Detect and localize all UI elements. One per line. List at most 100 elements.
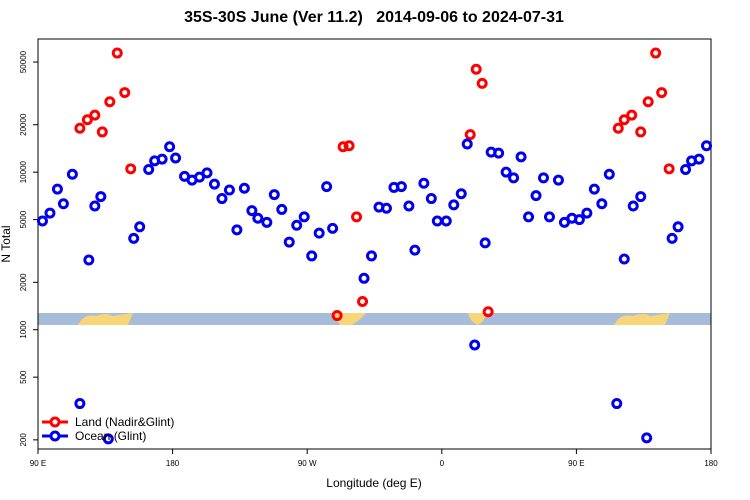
- point: [500, 166, 512, 178]
- point: [366, 250, 378, 262]
- point: [134, 221, 146, 233]
- point: [231, 224, 243, 236]
- point: [680, 163, 692, 175]
- point: [337, 141, 349, 153]
- point: [642, 96, 654, 108]
- point: [119, 87, 131, 99]
- point: [656, 87, 668, 99]
- point: [238, 182, 250, 194]
- y-tick-label: 10000: [19, 160, 28, 183]
- point: [51, 183, 63, 195]
- point: [666, 232, 678, 244]
- point: [261, 216, 273, 228]
- legend-marker: [49, 416, 61, 428]
- y-tick-label: 500: [19, 370, 28, 384]
- y-tick-label: 1000: [19, 320, 28, 338]
- point: [170, 152, 182, 164]
- y-tick-label: 5000: [19, 210, 28, 228]
- y-axis-label: N Total: [0, 225, 13, 262]
- point: [482, 306, 494, 318]
- point: [96, 126, 108, 138]
- point: [246, 205, 258, 217]
- point: [104, 96, 116, 108]
- point: [476, 77, 488, 89]
- point: [44, 207, 56, 219]
- point: [635, 126, 647, 138]
- point: [81, 114, 93, 126]
- point: [74, 122, 86, 134]
- point: [611, 398, 623, 410]
- point: [470, 63, 482, 75]
- point: [208, 178, 220, 190]
- point: [380, 202, 392, 214]
- point: [618, 114, 630, 126]
- y-tick-label: 20000: [19, 113, 28, 136]
- y-tick-label: 2000: [19, 273, 28, 291]
- y-tick-label: 50000: [19, 50, 28, 73]
- point: [102, 433, 114, 445]
- y-tick-label: 200: [19, 433, 28, 447]
- x-axis-label: Longitude (deg E): [326, 476, 421, 490]
- map-strip: [38, 313, 711, 325]
- point: [83, 254, 95, 266]
- point: [403, 200, 415, 212]
- point: [357, 296, 369, 308]
- point: [573, 214, 585, 226]
- point: [156, 153, 168, 165]
- point: [66, 168, 78, 180]
- point: [395, 181, 407, 193]
- point: [455, 188, 467, 200]
- point: [291, 219, 303, 231]
- legend-label: Ocean (Glint): [75, 429, 146, 443]
- chart-title: 35S-30S June (Ver 11.2) 2014-09-06 to 20…: [184, 9, 564, 26]
- point: [95, 191, 107, 203]
- point: [143, 163, 155, 175]
- point: [508, 172, 520, 184]
- point: [543, 211, 555, 223]
- point: [431, 215, 443, 227]
- point: [331, 310, 343, 322]
- point: [650, 47, 662, 59]
- point: [283, 236, 295, 248]
- point: [327, 222, 339, 234]
- point: [313, 227, 325, 239]
- point: [306, 250, 318, 262]
- point: [693, 153, 705, 165]
- x-tick-label: 180: [704, 459, 718, 468]
- point: [603, 168, 615, 180]
- point: [672, 221, 684, 233]
- point: [641, 432, 653, 444]
- point: [448, 199, 460, 211]
- point: [618, 253, 630, 265]
- x-tick-label: 90 W: [298, 459, 317, 468]
- point: [588, 183, 600, 195]
- point: [663, 163, 675, 175]
- point: [440, 215, 452, 227]
- legend-marker: [49, 430, 61, 442]
- point: [627, 200, 639, 212]
- point: [358, 272, 370, 284]
- point: [216, 193, 228, 205]
- point: [89, 200, 101, 212]
- point: [268, 189, 280, 201]
- x-tick-label: 90 E: [568, 459, 584, 468]
- point: [493, 147, 505, 159]
- point: [343, 140, 355, 152]
- x-tick-label: 0: [440, 459, 445, 468]
- point: [36, 215, 48, 227]
- point: [89, 109, 101, 121]
- point: [321, 181, 333, 193]
- point: [701, 140, 713, 152]
- point: [298, 211, 310, 223]
- point: [351, 211, 363, 223]
- point: [111, 47, 123, 59]
- point: [252, 212, 264, 224]
- point: [194, 171, 206, 183]
- x-tick-label: 90 E: [30, 459, 46, 468]
- point: [530, 190, 542, 202]
- point: [515, 151, 527, 163]
- point: [612, 122, 624, 134]
- point: [201, 167, 213, 179]
- point: [596, 198, 608, 210]
